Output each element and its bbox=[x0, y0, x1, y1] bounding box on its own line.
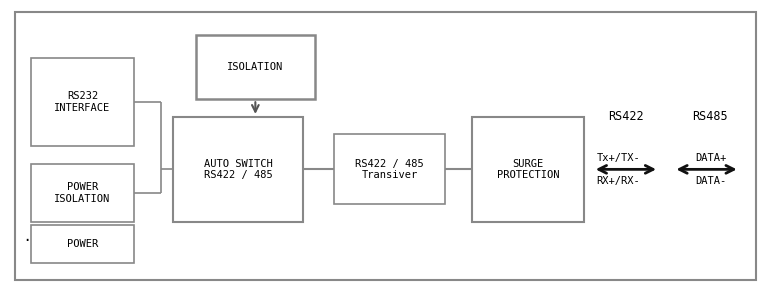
Text: DATA-: DATA- bbox=[695, 176, 726, 186]
Bar bbox=[173, 117, 303, 222]
Text: POWER
ISOLATION: POWER ISOLATION bbox=[55, 182, 111, 204]
Text: POWER: POWER bbox=[67, 239, 98, 249]
Bar bbox=[334, 134, 445, 204]
Text: RS422: RS422 bbox=[608, 110, 644, 123]
Text: AUTO SWITCH
RS422 / 485: AUTO SWITCH RS422 / 485 bbox=[204, 159, 273, 180]
Text: SURGE
PROTECTION: SURGE PROTECTION bbox=[497, 159, 559, 180]
Text: ISOLATION: ISOLATION bbox=[227, 62, 283, 72]
Bar bbox=[472, 117, 584, 222]
Text: RX+/RX-: RX+/RX- bbox=[597, 176, 640, 186]
Bar bbox=[31, 58, 134, 146]
Text: RS485: RS485 bbox=[693, 110, 728, 123]
Bar bbox=[31, 225, 134, 263]
Text: Tx+/TX-: Tx+/TX- bbox=[597, 153, 640, 163]
Bar bbox=[31, 164, 134, 222]
Text: ·: · bbox=[25, 232, 29, 250]
Bar bbox=[196, 35, 315, 99]
Text: RS232
INTERFACE: RS232 INTERFACE bbox=[55, 91, 111, 113]
Text: DATA+: DATA+ bbox=[695, 153, 726, 163]
Text: RS422 / 485
Transiver: RS422 / 485 Transiver bbox=[356, 159, 424, 180]
